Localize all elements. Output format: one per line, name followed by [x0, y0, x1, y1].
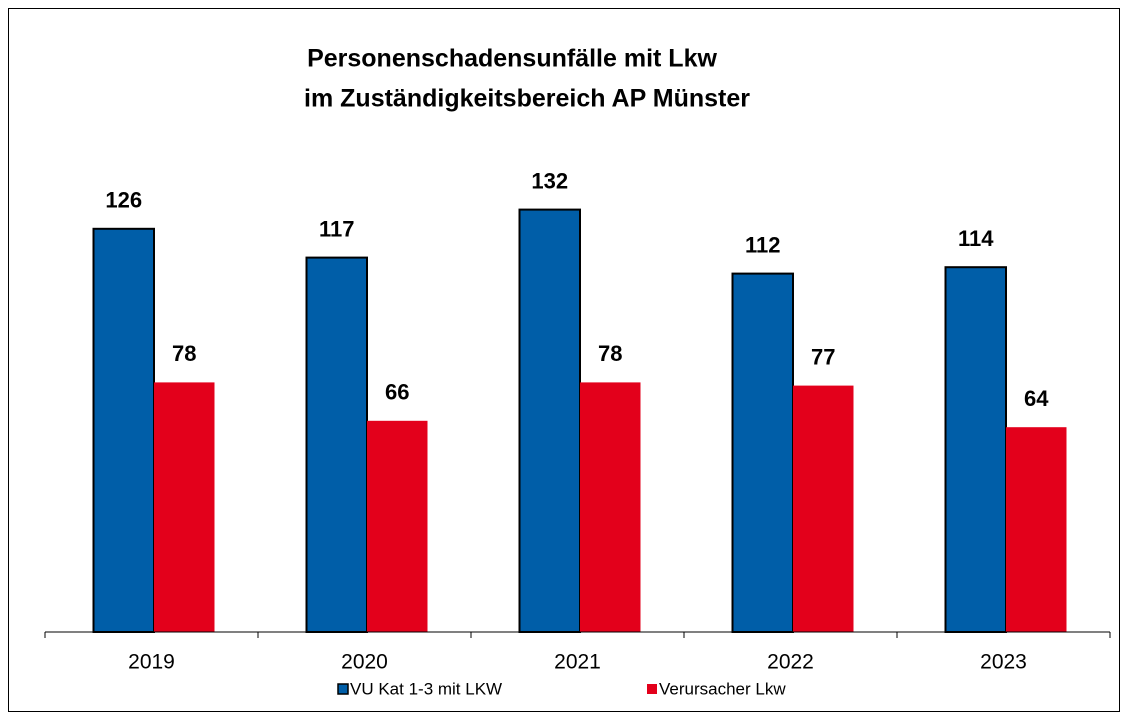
data-label: 64: [1024, 386, 1049, 411]
chart-title: Personenschadensunfälle mit Lkw: [307, 45, 717, 73]
bar: [367, 420, 428, 632]
data-label: 132: [531, 168, 568, 193]
data-label: 66: [385, 380, 409, 405]
legend-label: VU Kat 1-3 mit LKW: [350, 679, 502, 698]
data-label: 78: [598, 341, 622, 366]
bar: [793, 385, 854, 632]
data-label: 77: [811, 344, 835, 369]
x-tick-label: 2020: [341, 651, 388, 674]
x-tick-label: 2023: [980, 651, 1027, 674]
data-label: 112: [745, 232, 781, 257]
bar: [154, 382, 215, 632]
bar: [731, 272, 794, 633]
bar: [1006, 427, 1067, 632]
bar: [580, 382, 641, 632]
legend-swatch: [647, 684, 657, 694]
data-label: 117: [319, 216, 355, 241]
bar: [518, 208, 581, 633]
x-tick-label: 2021: [554, 651, 601, 674]
bar: [944, 266, 1007, 633]
bar: [92, 227, 155, 634]
data-label: 78: [172, 341, 196, 366]
x-tick-label: 2019: [128, 651, 175, 674]
data-label: 114: [958, 226, 994, 251]
x-tick-label: 2022: [767, 651, 814, 674]
data-label: 126: [105, 188, 142, 213]
chart-title: im Zuständigkeitsbereich AP Münster: [304, 85, 750, 113]
legend-label: Verursacher Lkw: [659, 679, 786, 698]
bar: [305, 256, 368, 633]
legend-swatch: [337, 683, 349, 695]
